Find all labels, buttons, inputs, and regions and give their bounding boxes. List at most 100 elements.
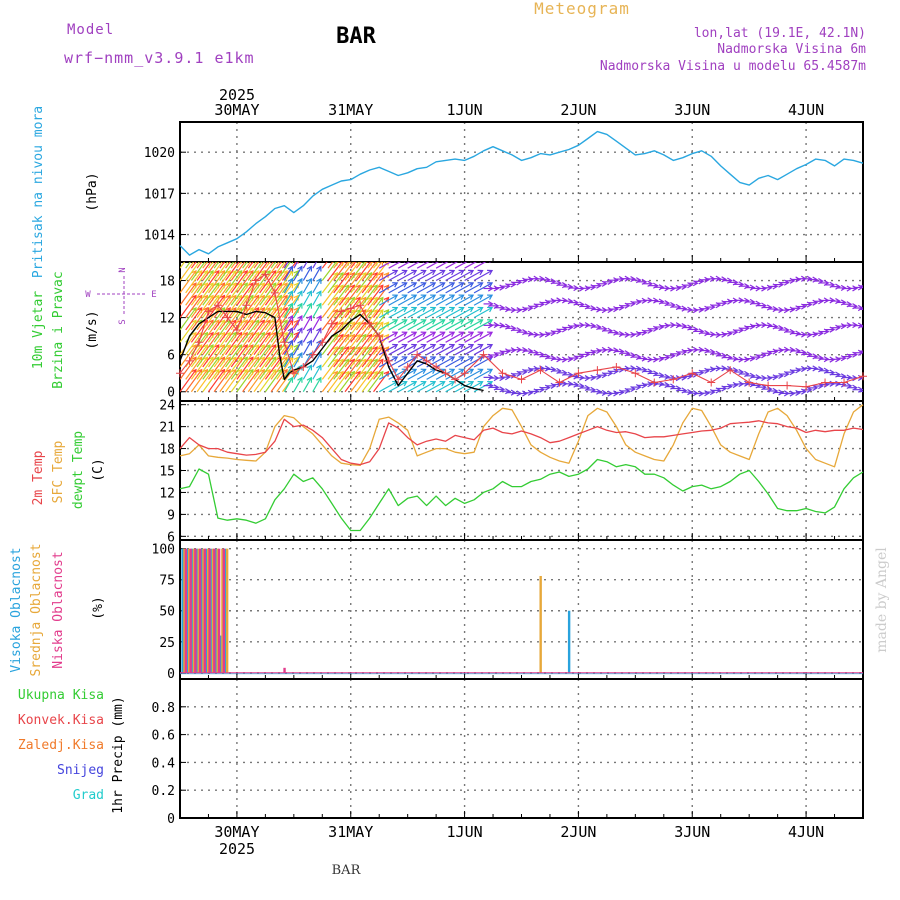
top-day-label: 30MAY	[214, 101, 259, 119]
wind-arrow	[219, 262, 226, 269]
wind-arrow	[338, 334, 355, 356]
wind-arrow	[180, 270, 197, 294]
wind-arrow-head	[477, 380, 484, 387]
dewpt-line	[179, 458, 864, 532]
wind-arrow	[190, 270, 208, 294]
wind-arrow-head	[420, 294, 427, 300]
wind-arrow-head	[297, 327, 303, 334]
wind-arrow	[435, 344, 455, 356]
wind-arrow-head	[316, 254, 320, 259]
wind-arrow	[185, 270, 203, 294]
wind-arrow-head	[401, 343, 408, 350]
wind-arrow	[180, 262, 195, 281]
wind-arrow	[426, 294, 445, 306]
wind-arrow-head	[401, 331, 408, 337]
pressure-unit: (hPa)	[85, 172, 100, 211]
wind-arrow	[312, 303, 322, 318]
wind-arrow-head	[287, 302, 294, 309]
gust-marker	[251, 276, 260, 285]
wind-arrow	[242, 319, 260, 343]
wind-arrow	[283, 266, 293, 281]
gust-marker	[840, 378, 849, 387]
wind-arrow	[270, 319, 288, 343]
wind-arrow-head	[420, 269, 427, 276]
wind-arrow	[344, 262, 351, 269]
wind-arrow	[196, 262, 212, 281]
wind-arrow-head	[732, 355, 739, 362]
gust-marker	[318, 338, 327, 347]
gust-marker	[327, 319, 336, 328]
cloud-bar	[202, 548, 205, 673]
wind-arrow-head	[377, 321, 384, 328]
wind-arrow-head	[477, 331, 484, 337]
wind-arrow-head	[468, 282, 475, 288]
wind-arrow-head	[761, 285, 767, 292]
wind-arrow-head	[510, 389, 517, 396]
wind-arrow	[407, 294, 426, 306]
wind-arrow	[350, 297, 367, 318]
wind-arrow-head	[287, 376, 294, 383]
top-day-label: 4JUN	[788, 101, 824, 119]
wind-arrow	[225, 282, 243, 306]
wind-arrow	[321, 262, 337, 281]
wind-arrow	[416, 368, 436, 380]
wind-arrow	[338, 346, 355, 368]
wind-arrow	[180, 295, 197, 318]
wind-arrow-head	[392, 356, 399, 362]
wind-arrow-head	[297, 364, 303, 371]
wind-arrow	[230, 295, 248, 318]
gust-marker	[593, 366, 602, 375]
wind-arrow-head	[687, 389, 693, 396]
cloud-bar	[200, 548, 203, 673]
wind-arrow	[219, 344, 237, 368]
wind-arrow	[388, 319, 407, 331]
wind-arrow-head	[698, 306, 705, 313]
wind-arrow	[302, 340, 312, 355]
wind-arrow	[202, 369, 220, 393]
wind-arrow	[445, 282, 464, 294]
wind-arrow-head	[477, 269, 484, 276]
gust-marker	[441, 369, 450, 378]
wind-arrow	[207, 282, 225, 306]
wind-arrow-head	[338, 248, 343, 253]
gust-marker	[631, 369, 640, 378]
wind-arrow-head	[818, 298, 824, 305]
wind-arrow	[283, 328, 293, 343]
gust-marker	[821, 378, 830, 387]
wind-arrow	[426, 270, 445, 282]
y-tick-label: 0	[167, 667, 175, 682]
wind-arrow	[355, 284, 372, 306]
y-tick-label: 18	[159, 275, 175, 290]
gust-marker	[669, 375, 678, 384]
wind-arrow	[388, 356, 407, 368]
wind-arrow	[264, 262, 280, 281]
wind-arrow-head	[411, 380, 418, 387]
top-day-label: 31MAY	[328, 101, 373, 119]
wind-arrow-head	[333, 248, 338, 253]
wind-arrow	[202, 357, 220, 380]
cloud-bar	[221, 548, 224, 673]
y-tick-label: 12	[159, 312, 175, 327]
wind-arrow-head	[477, 368, 484, 375]
gust-marker	[337, 307, 346, 316]
temp-unit: (C)	[91, 458, 106, 481]
wind-arrow-head	[812, 365, 819, 372]
wind-arrow	[302, 377, 312, 393]
altitude-label: Nadmorska Visina 6m	[717, 42, 866, 57]
wind-arrow-head	[293, 294, 300, 301]
wind-arrow-head	[766, 322, 773, 329]
wind-arrow-head	[316, 290, 322, 297]
wind-arrow-head	[477, 294, 484, 300]
y-tick-label: 24	[159, 399, 175, 414]
cloud-bar	[219, 635, 222, 673]
wind-arrow-head	[658, 284, 665, 291]
wind-arrow	[185, 262, 200, 281]
wind-arrow-head	[297, 314, 303, 321]
wind-arrow	[219, 369, 237, 393]
wind-arrow	[293, 266, 303, 281]
wind-arrow-head	[220, 246, 225, 251]
bottom-day-label: 4JUN	[788, 823, 824, 841]
wind-arrow	[264, 357, 282, 380]
wind-arrow	[435, 282, 455, 294]
y-tick-label: 6	[167, 349, 175, 364]
